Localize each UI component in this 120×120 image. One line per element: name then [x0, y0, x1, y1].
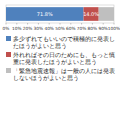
tick-label: 100% [108, 26, 120, 31]
tick-mark [81, 23, 82, 25]
tick-label: 30% [34, 26, 44, 31]
tick-mark [6, 23, 7, 25]
tick-mark [103, 23, 104, 25]
tick-label: 40% [44, 26, 54, 31]
tick-mark [92, 23, 93, 25]
legend-swatch [6, 52, 11, 57]
chart: 0%10%20%30%40%50%60%70%80%90%100% 71.8% 14… [0, 0, 120, 34]
data-label: 14.0% [83, 11, 99, 17]
bar-segment [99, 7, 114, 21]
tick-label: 10% [12, 26, 22, 31]
legend-entry: 外れればその日のためにも、もっと慎重に発表したほうがよいと思う [6, 51, 116, 65]
legend-entry: 多少ずれてもいいので積極的に発表したほうがよいと思う [6, 35, 116, 49]
tick-label: 0% [3, 26, 10, 31]
legend-swatch [6, 68, 11, 73]
legend: 多少ずれてもいいので積極的に発表したほうがよいと思う外れればその日のためにも、も… [6, 35, 116, 83]
tick-label: 50% [55, 26, 65, 31]
bar-segment [84, 7, 99, 21]
legend-label: 多少ずれてもいいので積極的に発表したほうがよいと思う [13, 35, 116, 49]
legend-entry: 「緊急地震速報」は一般の人には発表しないほうがよいと思う [6, 67, 116, 81]
legend-label: 「緊急地震速報」は一般の人には発表しないほうがよいと思う [13, 67, 116, 81]
data-labels: 71.8% 14.0% [37, 11, 99, 17]
tick-mark [60, 23, 61, 25]
data-label: 71.8% [37, 11, 53, 17]
legend-swatch [6, 36, 11, 41]
marks [6, 7, 114, 21]
tick-label: 90% [98, 26, 108, 31]
tick-mark [70, 23, 71, 25]
tick-mark [16, 23, 17, 25]
tick-mark [27, 23, 28, 25]
tick-label: 20% [23, 26, 33, 31]
tick-mark [49, 23, 50, 25]
tick-mark [38, 23, 39, 25]
tick-label: 70% [77, 26, 87, 31]
bar-segment [6, 7, 84, 21]
tick-mark [114, 23, 115, 25]
tick-label: 80% [88, 26, 98, 31]
legend-label: 外れればその日のためにも、もっと慎重に発表したほうがよいと思う [13, 51, 116, 65]
tick-label: 60% [66, 26, 76, 31]
plot-frame [6, 5, 114, 23]
page: 0%10%20%30%40%50%60%70%80%90%100% 71.8% 14… [0, 0, 120, 120]
